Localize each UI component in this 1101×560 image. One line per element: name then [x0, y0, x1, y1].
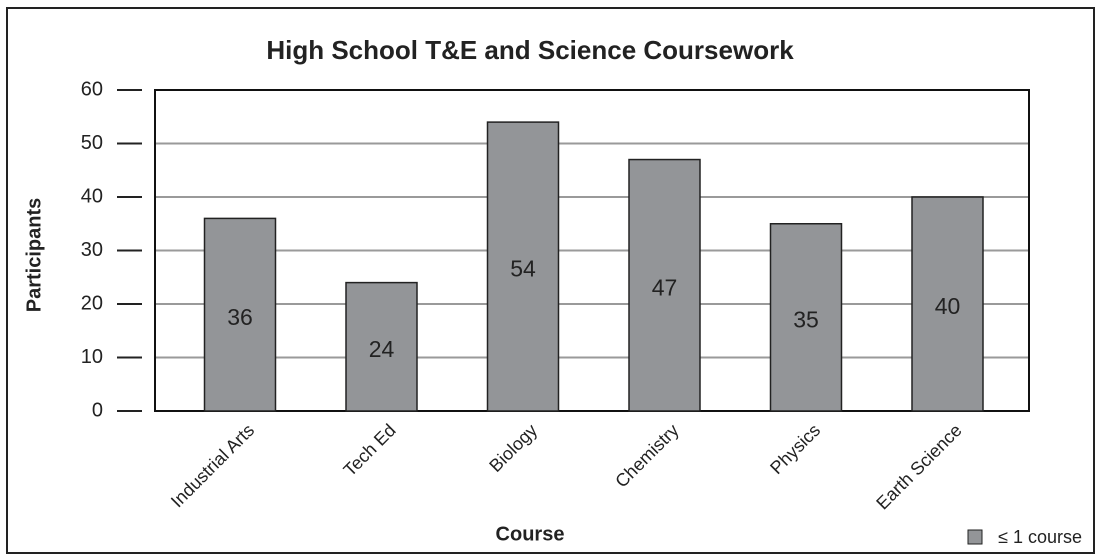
- y-tick-label: 10: [81, 346, 103, 368]
- y-tick-label: 60: [81, 78, 103, 100]
- data-label: 47: [652, 274, 678, 300]
- bar: [911, 196, 984, 412]
- data-label: 54: [510, 256, 536, 282]
- data-label: 35: [793, 306, 819, 332]
- legend-swatch: [967, 529, 983, 545]
- x-axis-title: Course: [496, 523, 565, 545]
- y-tick-label: 50: [81, 132, 103, 154]
- y-tick-label: 30: [81, 239, 103, 261]
- data-label: 40: [935, 293, 961, 319]
- bar: [203, 217, 277, 412]
- bar: [486, 121, 560, 412]
- y-tick-label: 40: [81, 185, 103, 207]
- plot-border: [154, 89, 1030, 412]
- bar: [769, 223, 843, 412]
- chart-title: High School T&E and Science Coursework: [266, 35, 794, 65]
- y-axis-title: Participants: [23, 198, 45, 312]
- y-tick-label: 0: [92, 399, 103, 421]
- data-label: 24: [369, 336, 395, 362]
- bar: [628, 158, 701, 412]
- legend-label: ≤ 1 course: [998, 527, 1082, 547]
- data-label: 36: [227, 304, 253, 330]
- bar: [345, 281, 418, 412]
- y-tick-label: 20: [81, 292, 103, 314]
